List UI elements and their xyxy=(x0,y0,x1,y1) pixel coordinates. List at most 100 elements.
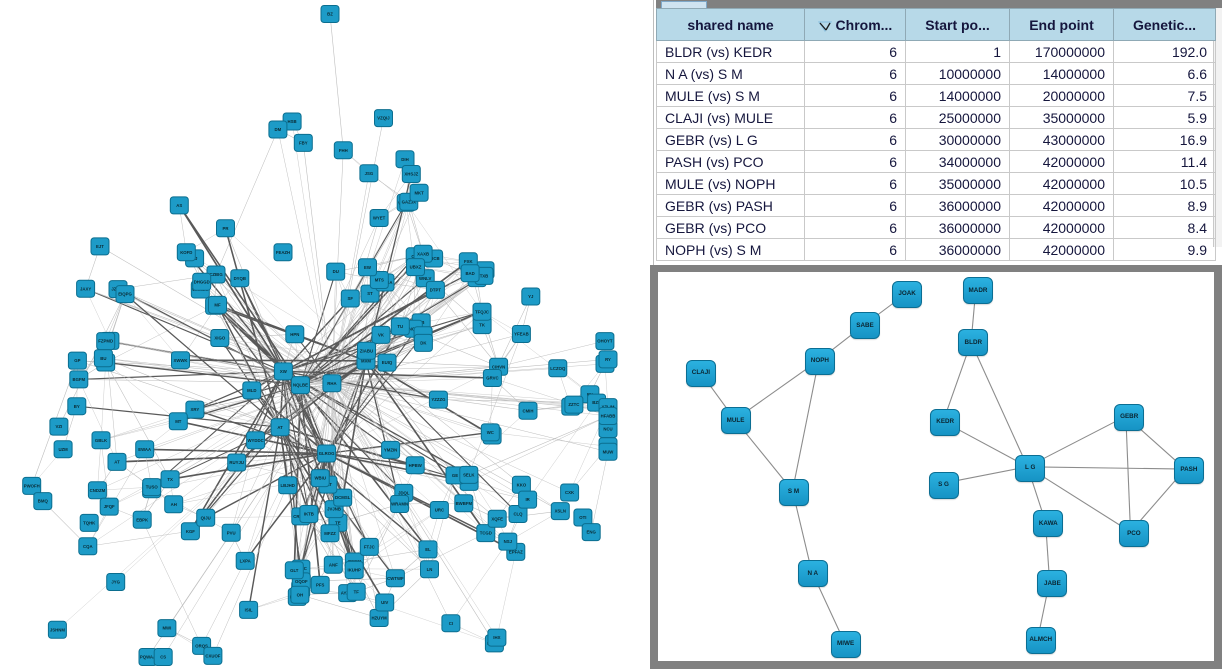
svg-text:JFQF: JFQF xyxy=(104,504,115,509)
svg-text:LCZOQ: LCZOQ xyxy=(550,366,566,371)
svg-text:XIGO: XIGO xyxy=(214,336,225,341)
svg-text:XW: XW xyxy=(280,369,288,374)
svg-text:SELK: SELK xyxy=(463,473,475,478)
svg-text:DIH: DIH xyxy=(401,157,408,162)
svg-text:PVU: PVU xyxy=(227,530,236,535)
svg-text:EUIQ: EUIQ xyxy=(382,360,393,365)
svg-text:FZPMD: FZPMD xyxy=(98,339,113,344)
svg-text:PFS: PFS xyxy=(316,583,324,588)
svg-text:JYG: JYG xyxy=(111,580,120,585)
svg-text:MT: MT xyxy=(175,419,182,424)
svg-text:WRAMN: WRAMN xyxy=(391,502,408,507)
svg-text:IKTB: IKTB xyxy=(304,512,314,517)
svg-text:HPN: HPN xyxy=(290,332,299,337)
svg-text:DU: DU xyxy=(333,269,339,274)
svg-text:RUYJU: RUYJU xyxy=(229,460,244,465)
svg-text:OHOYT: OHOYT xyxy=(597,339,613,344)
svg-text:GE: GE xyxy=(452,473,458,478)
svg-text:YFEAB: YFEAB xyxy=(514,332,529,337)
svg-text:DCMSL: DCMSL xyxy=(335,495,351,500)
svg-text:YZZZG: YZZZG xyxy=(431,397,446,402)
svg-text:HPBW: HPBW xyxy=(409,463,423,468)
svg-text:LBJHD: LBJHD xyxy=(281,483,295,488)
svg-text:XAXB: XAXB xyxy=(417,251,429,256)
svg-text:UIV: UIV xyxy=(381,600,388,605)
svg-text:QIJU: QIJU xyxy=(201,515,211,520)
svg-text:JSHNM: JSHNM xyxy=(50,627,65,632)
svg-text:AT: AT xyxy=(277,425,283,430)
svg-text:CQA: CQA xyxy=(83,544,93,549)
svg-text:AT: AT xyxy=(114,460,120,465)
svg-text:WBIU: WBIU xyxy=(314,476,325,481)
svg-text:ZZTC: ZZTC xyxy=(568,402,579,407)
svg-text:KKO: KKO xyxy=(517,482,527,487)
svg-text:CS: CS xyxy=(160,655,166,660)
svg-text:SF: SF xyxy=(348,296,354,301)
svg-text:GLT: GLT xyxy=(290,568,299,573)
svg-text:MFZZ: MFZZ xyxy=(324,531,336,536)
svg-text:NSJ: NSJ xyxy=(504,539,513,544)
svg-text:TCGD: TCGD xyxy=(480,531,492,536)
svg-text:JAXY: JAXY xyxy=(80,286,91,291)
svg-text:XWWK: XWWK xyxy=(173,358,188,363)
svg-text:MUW: MUW xyxy=(603,449,615,454)
svg-text:MTS: MTS xyxy=(375,278,384,283)
svg-text:DHGGD: DHGGD xyxy=(194,279,210,284)
svg-text:PQWAA: PQWAA xyxy=(140,655,156,660)
svg-text:MWI: MWI xyxy=(162,626,171,631)
svg-text:CNDZM: CNDZM xyxy=(90,488,106,493)
svg-text:CMIH: CMIH xyxy=(523,408,534,413)
svg-text:PWOFH: PWOFH xyxy=(24,484,40,489)
svg-text:TX: TX xyxy=(167,477,173,482)
svg-text:BGFM: BGFM xyxy=(72,377,85,382)
svg-text:FTJC: FTJC xyxy=(364,545,375,550)
svg-text:JVJNB: JVJNB xyxy=(327,507,341,512)
svg-text:TXB: TXB xyxy=(480,274,489,279)
svg-text:DYQB: DYQB xyxy=(234,276,246,281)
svg-text:FBY: FBY xyxy=(299,141,308,146)
svg-text:TU: TU xyxy=(397,324,403,329)
svg-text:YMZIN: YMZIN xyxy=(384,448,397,453)
svg-text:BZ: BZ xyxy=(327,12,333,17)
svg-text:VZQIJ: VZQIJ xyxy=(377,116,390,121)
svg-text:ANF: ANF xyxy=(329,562,338,567)
svg-text:GP: GP xyxy=(74,358,80,363)
svg-text:JSG: JSG xyxy=(365,171,374,176)
svg-text:MKT: MKT xyxy=(414,190,424,195)
svg-text:VK: VK xyxy=(378,333,385,338)
svg-text:XHSJZ: XHSJZ xyxy=(404,172,418,177)
svg-text:OQOF: OQOF xyxy=(295,579,308,584)
svg-text:ST: ST xyxy=(367,291,373,296)
svg-text:EW: EW xyxy=(364,265,372,270)
svg-text:WNLV: WNLV xyxy=(419,276,431,281)
svg-text:AH: AH xyxy=(171,502,177,507)
svg-text:CZBIG: CZBIG xyxy=(209,272,223,277)
svg-text:ISIL: ISIL xyxy=(245,608,253,613)
svg-text:XSLN: XSLN xyxy=(555,509,566,514)
svg-text:ZIABU: ZIABU xyxy=(360,348,373,353)
svg-text:MF: MF xyxy=(214,303,221,308)
svg-text:PR: PR xyxy=(223,226,230,231)
svg-text:LXPA: LXPA xyxy=(240,559,251,564)
svg-text:FHH: FHH xyxy=(339,148,348,153)
svg-text:KGF: KGF xyxy=(186,529,195,534)
svg-text:KOFD: KOFD xyxy=(180,250,192,255)
svg-text:XQFE: XQFE xyxy=(491,516,503,521)
svg-text:GRVC: GRVC xyxy=(486,376,498,381)
svg-text:ENG: ENG xyxy=(587,530,597,535)
svg-text:CWTWF: CWTWF xyxy=(387,576,404,581)
svg-text:IHX: IHX xyxy=(493,635,500,640)
svg-text:NQLBE: NQLBE xyxy=(293,383,308,388)
svg-text:UBXZ: UBXZ xyxy=(410,265,422,270)
svg-text:HFABB: HFABB xyxy=(601,414,616,419)
svg-text:IKUHP: IKUHP xyxy=(348,568,362,573)
svg-text:EL: EL xyxy=(425,547,431,552)
svg-text:XRY: XRY xyxy=(191,407,200,412)
svg-text:HZUYM: HZUYM xyxy=(371,616,387,621)
svg-text:UZM: UZM xyxy=(58,447,68,452)
svg-text:YJ: YJ xyxy=(528,294,534,299)
svg-text:HSB: HSB xyxy=(288,119,297,124)
svg-text:EWAA: EWAA xyxy=(138,447,151,452)
svg-text:TUSO: TUSO xyxy=(146,485,159,490)
svg-text:TK: TK xyxy=(479,323,486,328)
